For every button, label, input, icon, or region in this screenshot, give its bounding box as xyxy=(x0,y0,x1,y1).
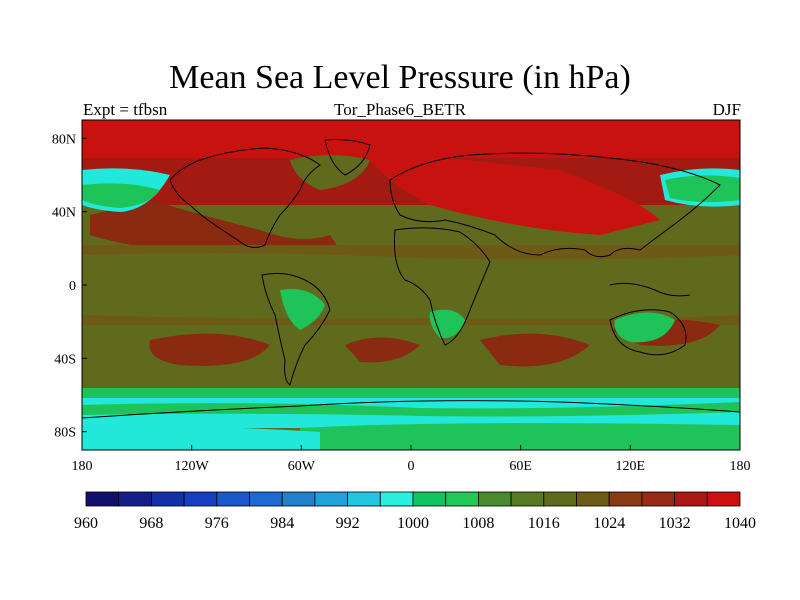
lon-tick-label: 120W xyxy=(175,459,210,474)
colorbar-box xyxy=(118,491,152,507)
field-sh-pacific-high xyxy=(149,333,270,366)
field-asia-high xyxy=(360,150,660,235)
coast-australia xyxy=(609,309,687,356)
field-australia-low xyxy=(614,312,675,343)
colorbar-label: 992 xyxy=(336,515,360,532)
colorbar-box xyxy=(543,491,577,507)
lon-tick-label: 60W xyxy=(288,459,316,474)
colorbar-box xyxy=(576,491,610,507)
colorbar-box xyxy=(216,491,250,507)
coast-africa xyxy=(394,227,491,346)
colorbar-label: 960 xyxy=(74,515,98,532)
coastlines xyxy=(82,139,740,419)
pressure-field xyxy=(82,120,740,450)
colorbar-box xyxy=(445,491,479,507)
colorbar-box xyxy=(412,491,447,507)
colorbar-label: 1024 xyxy=(593,515,625,532)
lat-tick-label: 40S xyxy=(54,352,76,367)
colorbar-box xyxy=(347,491,381,507)
lon-tick-label: 120E xyxy=(616,459,646,474)
coast-antarctica xyxy=(82,400,740,419)
colorbar-box xyxy=(608,491,643,507)
field-sh-indian-high xyxy=(480,333,590,367)
colorbar-box xyxy=(674,491,708,507)
field-antarctica-green xyxy=(300,423,740,450)
field-aleutian-green xyxy=(82,183,160,208)
field-sa-low xyxy=(280,289,325,330)
field-antarctica-cyan xyxy=(82,426,320,450)
lon-tick-label: 0 xyxy=(408,459,415,474)
map-ticks: 80N 40N 0 40S 80S 180 120W 60W 0 60E 120E 180 xyxy=(52,132,751,474)
colorbar-box xyxy=(150,491,185,507)
coast-south-america xyxy=(261,272,331,386)
colorbar-box xyxy=(477,491,512,507)
colorbar-box xyxy=(281,491,316,507)
lat-tick-label: 80S xyxy=(54,426,76,441)
colorbar-box xyxy=(183,491,218,507)
colorbar-label: 1000 xyxy=(397,515,429,532)
colorbar-box xyxy=(85,491,120,507)
coast-indonesia xyxy=(609,282,691,297)
colorbar-box xyxy=(249,491,283,507)
field-na-ridge xyxy=(90,200,340,255)
colorbar-label: 1016 xyxy=(528,515,560,532)
lon-tick-label: 60E xyxy=(509,459,532,474)
season-label: DJF xyxy=(712,100,741,119)
field-pacific-low-east-green xyxy=(665,175,740,203)
lat-tick-label: 0 xyxy=(69,279,76,294)
field-sh-west-olive xyxy=(82,364,740,390)
colorbar-box xyxy=(706,491,741,507)
field-circumpolar-green xyxy=(82,402,740,417)
experiment-label: Expt = tfbsn xyxy=(83,100,168,119)
lat-tick-label: 80N xyxy=(52,132,76,147)
map-title: Mean Sea Level Pressure (in hPa) xyxy=(169,59,631,96)
colorbar-box xyxy=(379,491,414,507)
lat-tick-label: 40N xyxy=(52,206,76,221)
colorbar: 960 968 976 984 992 1000 1008 1016 1024 1032 1040 xyxy=(74,491,756,532)
case-label: Tor_Phase6_BETR xyxy=(334,100,466,119)
lon-tick-label: 180 xyxy=(72,459,93,474)
coast-europe-asia xyxy=(389,152,721,258)
colorbar-label: 1040 xyxy=(724,515,756,532)
field-sh-atlantic-high xyxy=(345,337,420,363)
field-north-deep-red xyxy=(82,120,740,158)
colorbar-box xyxy=(314,491,348,507)
field-tropics-olive xyxy=(82,253,740,320)
field-icelandic-low xyxy=(290,155,370,190)
colorbar-label: 1008 xyxy=(462,515,494,532)
colorbar-label: 984 xyxy=(270,515,294,532)
coast-north-america xyxy=(169,147,321,248)
colorbar-box xyxy=(510,491,545,507)
colorbar-box xyxy=(641,491,676,507)
colorbar-label: 976 xyxy=(205,515,229,532)
lon-tick-label: 180 xyxy=(730,459,751,474)
coast-greenland xyxy=(324,139,371,176)
colorbar-label: 968 xyxy=(139,515,163,532)
colorbar-label: 1032 xyxy=(659,515,691,532)
